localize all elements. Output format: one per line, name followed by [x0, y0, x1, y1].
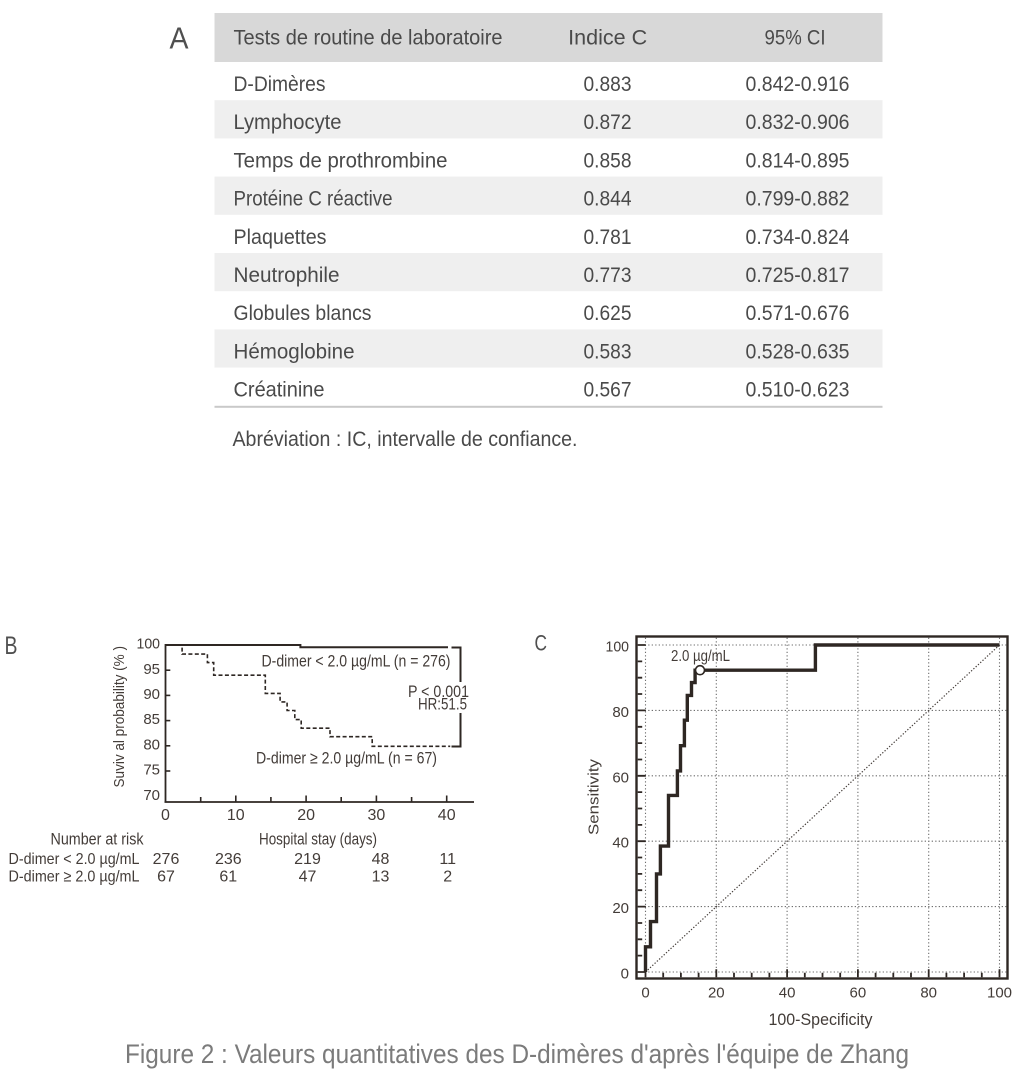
- svg-text:20: 20: [708, 985, 725, 1002]
- svg-text:2: 2: [443, 869, 452, 886]
- svg-text:20: 20: [612, 900, 629, 917]
- svg-text:61: 61: [219, 869, 237, 886]
- svg-text:95: 95: [143, 661, 160, 678]
- svg-text:0.528-0.635: 0.528-0.635: [746, 340, 850, 363]
- svg-text:0.510-0.623: 0.510-0.623: [746, 379, 850, 402]
- svg-text:100-Specificity: 100-Specificity: [769, 1010, 873, 1029]
- svg-text:C: C: [535, 631, 548, 656]
- svg-text:48: 48: [372, 851, 390, 868]
- svg-text:0.734-0.824: 0.734-0.824: [746, 226, 850, 249]
- svg-text:100: 100: [606, 639, 630, 656]
- svg-text:219: 219: [294, 851, 321, 868]
- svg-text:0.832-0.906: 0.832-0.906: [746, 111, 850, 134]
- svg-text:D-dimer < 2.0 µg/mL: D-dimer < 2.0 µg/mL: [9, 851, 140, 868]
- svg-text:10: 10: [227, 807, 245, 824]
- svg-text:0.625: 0.625: [584, 302, 632, 325]
- svg-text:0: 0: [641, 985, 649, 1002]
- svg-text:236: 236: [215, 851, 242, 868]
- svg-text:Lymphocyte: Lymphocyte: [234, 111, 342, 134]
- svg-text:100: 100: [137, 636, 161, 653]
- svg-text:67: 67: [157, 869, 175, 886]
- svg-text:40: 40: [612, 835, 629, 852]
- svg-text:Hospital stay (days): Hospital stay (days): [259, 830, 377, 849]
- svg-text:Number at risk: Number at risk: [51, 830, 144, 849]
- svg-text:0.571-0.676: 0.571-0.676: [746, 302, 850, 325]
- svg-text:0.583: 0.583: [584, 340, 632, 363]
- svg-text:90: 90: [143, 686, 160, 703]
- svg-text:75: 75: [143, 762, 160, 779]
- svg-text:Neutrophile: Neutrophile: [234, 264, 340, 287]
- svg-text:11: 11: [439, 851, 456, 868]
- svg-text:0.858: 0.858: [584, 149, 632, 172]
- svg-text:0.844: 0.844: [584, 188, 632, 211]
- svg-text:B: B: [5, 632, 18, 660]
- svg-text:47: 47: [299, 869, 317, 886]
- svg-text:30: 30: [368, 807, 386, 824]
- svg-text:0.814-0.895: 0.814-0.895: [746, 149, 850, 172]
- svg-text:Temps de prothrombine: Temps de prothrombine: [234, 149, 448, 172]
- svg-text:Plaquettes: Plaquettes: [234, 226, 327, 249]
- svg-text:Globules blancs: Globules blancs: [234, 302, 372, 325]
- svg-text:Indice C: Indice C: [568, 27, 647, 50]
- svg-text:80: 80: [612, 704, 629, 721]
- svg-text:100: 100: [987, 985, 1012, 1002]
- svg-text:Hémoglobine: Hémoglobine: [234, 340, 355, 363]
- svg-text:Abréviation : IC, intervalle d: Abréviation : IC, intervalle de confianc…: [233, 428, 578, 451]
- svg-text:D-Dimères: D-Dimères: [234, 73, 326, 96]
- svg-text:276: 276: [153, 851, 180, 868]
- svg-text:60: 60: [612, 769, 629, 786]
- svg-text:Suviv al probability (% ): Suviv al probability (% ): [111, 646, 128, 788]
- svg-text:13: 13: [372, 869, 390, 886]
- svg-text:Protéine C réactive: Protéine C réactive: [234, 188, 393, 211]
- svg-text:0: 0: [621, 966, 629, 983]
- svg-text:D-dimer < 2.0 µg/mL (n = 276): D-dimer < 2.0 µg/mL (n = 276): [262, 652, 451, 671]
- svg-text:0.883: 0.883: [584, 73, 632, 96]
- svg-text:0: 0: [161, 807, 170, 824]
- svg-text:95% CI: 95% CI: [765, 27, 826, 50]
- svg-text:0.872: 0.872: [584, 111, 632, 134]
- svg-text:Tests de routine de laboratoir: Tests de routine de laboratoire: [234, 27, 503, 50]
- svg-text:0.773: 0.773: [584, 264, 632, 287]
- svg-text:Créatinine: Créatinine: [234, 379, 325, 402]
- svg-text:Sensitivity: Sensitivity: [586, 758, 603, 835]
- svg-text:P < 0.001: P < 0.001: [408, 682, 469, 701]
- svg-text:A: A: [170, 21, 189, 56]
- svg-text:Figure 2 : Valeurs quantitativ: Figure 2 : Valeurs quantitatives des D-d…: [125, 1039, 909, 1069]
- svg-text:85: 85: [143, 711, 160, 728]
- svg-text:40: 40: [779, 985, 796, 1002]
- svg-text:D-dimer ≥ 2.0 µg/mL (n = 67): D-dimer ≥ 2.0 µg/mL (n = 67): [256, 749, 437, 768]
- svg-text:0.799-0.882: 0.799-0.882: [746, 188, 850, 211]
- svg-text:70: 70: [143, 787, 160, 804]
- svg-text:80: 80: [920, 985, 937, 1002]
- svg-text:D-dimer ≥ 2.0 µg/mL: D-dimer ≥ 2.0 µg/mL: [9, 869, 140, 886]
- svg-text:2.0 µg/mL: 2.0 µg/mL: [671, 648, 730, 665]
- svg-text:0.842-0.916: 0.842-0.916: [746, 73, 850, 96]
- svg-text:40: 40: [438, 807, 456, 824]
- svg-text:HR:51.5: HR:51.5: [418, 695, 467, 714]
- svg-text:0.567: 0.567: [584, 379, 632, 402]
- svg-text:0.781: 0.781: [584, 226, 632, 249]
- svg-text:80: 80: [143, 736, 160, 753]
- svg-text:0.725-0.817: 0.725-0.817: [746, 264, 850, 287]
- svg-text:60: 60: [850, 985, 867, 1002]
- svg-text:20: 20: [297, 807, 315, 824]
